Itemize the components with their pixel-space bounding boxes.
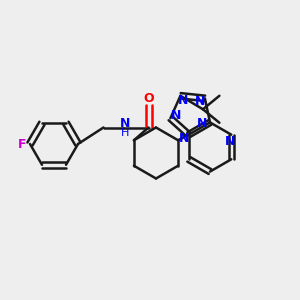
Text: F: F <box>18 137 27 151</box>
Text: N: N <box>225 135 235 148</box>
Text: N: N <box>195 95 206 108</box>
Text: N: N <box>171 109 182 122</box>
Text: N: N <box>120 117 130 130</box>
Text: N: N <box>197 117 208 130</box>
Text: O: O <box>143 92 154 105</box>
Text: N: N <box>178 94 189 107</box>
Text: N: N <box>179 132 189 145</box>
Text: H: H <box>121 128 130 138</box>
